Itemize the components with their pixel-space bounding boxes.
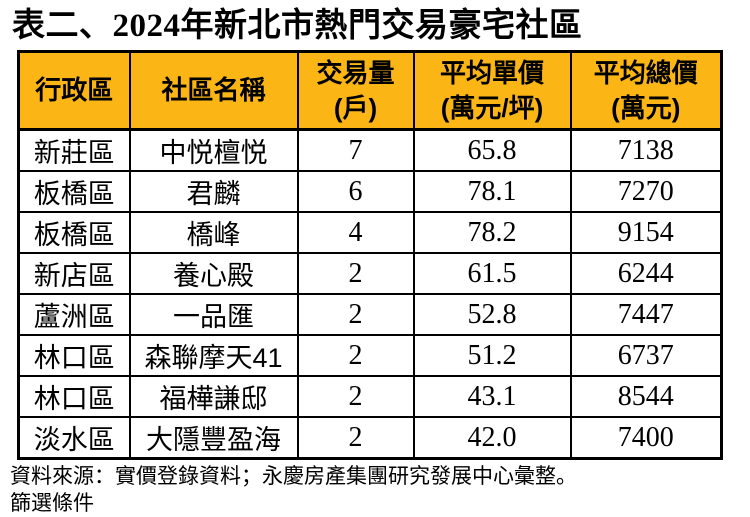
cell-total-price: 7400 — [569, 416, 723, 460]
cell-volume: 4 — [296, 211, 415, 255]
table-row: 蘆洲區 一品匯 2 52.8 7447 — [17, 293, 723, 337]
cell-total-price: 9154 — [569, 211, 723, 255]
page: 表二、2024年新北市熱門交易豪宅社區 行政區 社區名稱 交易量 — [0, 6, 750, 516]
header-unit: (戶) — [333, 92, 378, 123]
cell-volume: 2 — [296, 416, 415, 460]
table-row: 林口區 森聯摩天41 2 51.2 6737 — [17, 334, 723, 378]
header-unit-price: 平均單價 (萬元/坪) — [412, 50, 572, 132]
cell-total-price: 8544 — [569, 375, 723, 419]
cell-volume: 2 — [296, 252, 415, 296]
cell-unit-price: 42.0 — [412, 416, 572, 460]
header-row: 行政區 社區名稱 交易量 (戶) 平均單價 (萬元/坪) 平均總價 (萬 — [17, 50, 723, 132]
cell-unit-price: 51.2 — [412, 334, 572, 378]
cell-community: 一品匯 — [128, 293, 299, 337]
header-unit: (萬元/坪) — [440, 92, 544, 123]
table-row: 林口區 福樺謙邸 2 43.1 8544 — [17, 375, 723, 419]
cell-district: 板橋區 — [17, 170, 131, 214]
cell-unit-price: 65.8 — [412, 128, 572, 173]
cell-community: 君麟 — [128, 170, 299, 214]
cell-volume: 2 — [296, 375, 415, 419]
cell-district: 新莊區 — [17, 128, 131, 173]
table-row: 淡水區 大隱豐盈海 2 42.0 7400 — [17, 416, 723, 460]
header-label: 行政區 — [35, 75, 114, 106]
cell-unit-price: 43.1 — [412, 375, 572, 419]
header-label: 交易量 — [316, 57, 395, 88]
cell-volume: 7 — [296, 128, 415, 173]
cell-total-price: 7447 — [569, 293, 723, 337]
table-row: 板橋區 橋峰 4 78.2 9154 — [17, 211, 723, 255]
cell-total-price: 7270 — [569, 170, 723, 214]
cell-district: 板橋區 — [17, 211, 131, 255]
cell-unit-price: 78.1 — [412, 170, 572, 214]
cell-unit-price: 61.5 — [412, 252, 572, 296]
cell-district: 新店區 — [17, 252, 131, 296]
cell-total-price: 6244 — [569, 252, 723, 296]
cell-total-price: 7138 — [569, 128, 723, 173]
luxury-homes-table: 行政區 社區名稱 交易量 (戶) 平均單價 (萬元/坪) 平均總價 (萬 — [17, 50, 723, 461]
header-label: 社區名稱 — [161, 75, 266, 106]
cell-community: 森聯摩天41 — [128, 334, 299, 378]
header-label: 平均單價 — [439, 57, 544, 88]
clipped-bottom-text: 篩選條件 — [10, 492, 94, 516]
page-title: 表二、2024年新北市熱門交易豪宅社區 — [12, 8, 583, 44]
cell-district: 林口區 — [17, 375, 131, 419]
cell-community: 福樺謙邸 — [128, 375, 299, 419]
cell-district: 淡水區 — [17, 416, 131, 460]
header-community: 社區名稱 — [128, 50, 299, 132]
header-unit: (萬元) — [611, 92, 681, 123]
header-district: 行政區 — [17, 50, 131, 132]
cell-unit-price: 78.2 — [412, 211, 572, 255]
cell-unit-price: 52.8 — [412, 293, 572, 337]
table-row: 新店區 養心殿 2 61.5 6244 — [17, 252, 723, 296]
cell-community: 中悦檀悦 — [128, 128, 299, 173]
cell-community: 大隱豐盈海 — [128, 416, 299, 460]
source-note: 資料來源：實價登錄資料；永慶房產集團研究發展中心彙整。 — [10, 465, 577, 489]
table-row: 新莊區 中悦檀悦 7 65.8 7138 — [17, 128, 723, 173]
cell-district: 蘆洲區 — [17, 293, 131, 337]
header-volume: 交易量 (戶) — [296, 50, 415, 132]
cell-district: 林口區 — [17, 334, 131, 378]
cell-total-price: 6737 — [569, 334, 723, 378]
cell-volume: 2 — [296, 334, 415, 378]
cell-volume: 6 — [296, 170, 415, 214]
header-total-price: 平均總價 (萬元) — [569, 50, 723, 132]
header-label: 平均總價 — [593, 57, 698, 88]
cell-community: 橋峰 — [128, 211, 299, 255]
cell-community: 養心殿 — [128, 252, 299, 296]
cell-volume: 2 — [296, 293, 415, 337]
table-row: 板橋區 君麟 6 78.1 7270 — [17, 170, 723, 214]
